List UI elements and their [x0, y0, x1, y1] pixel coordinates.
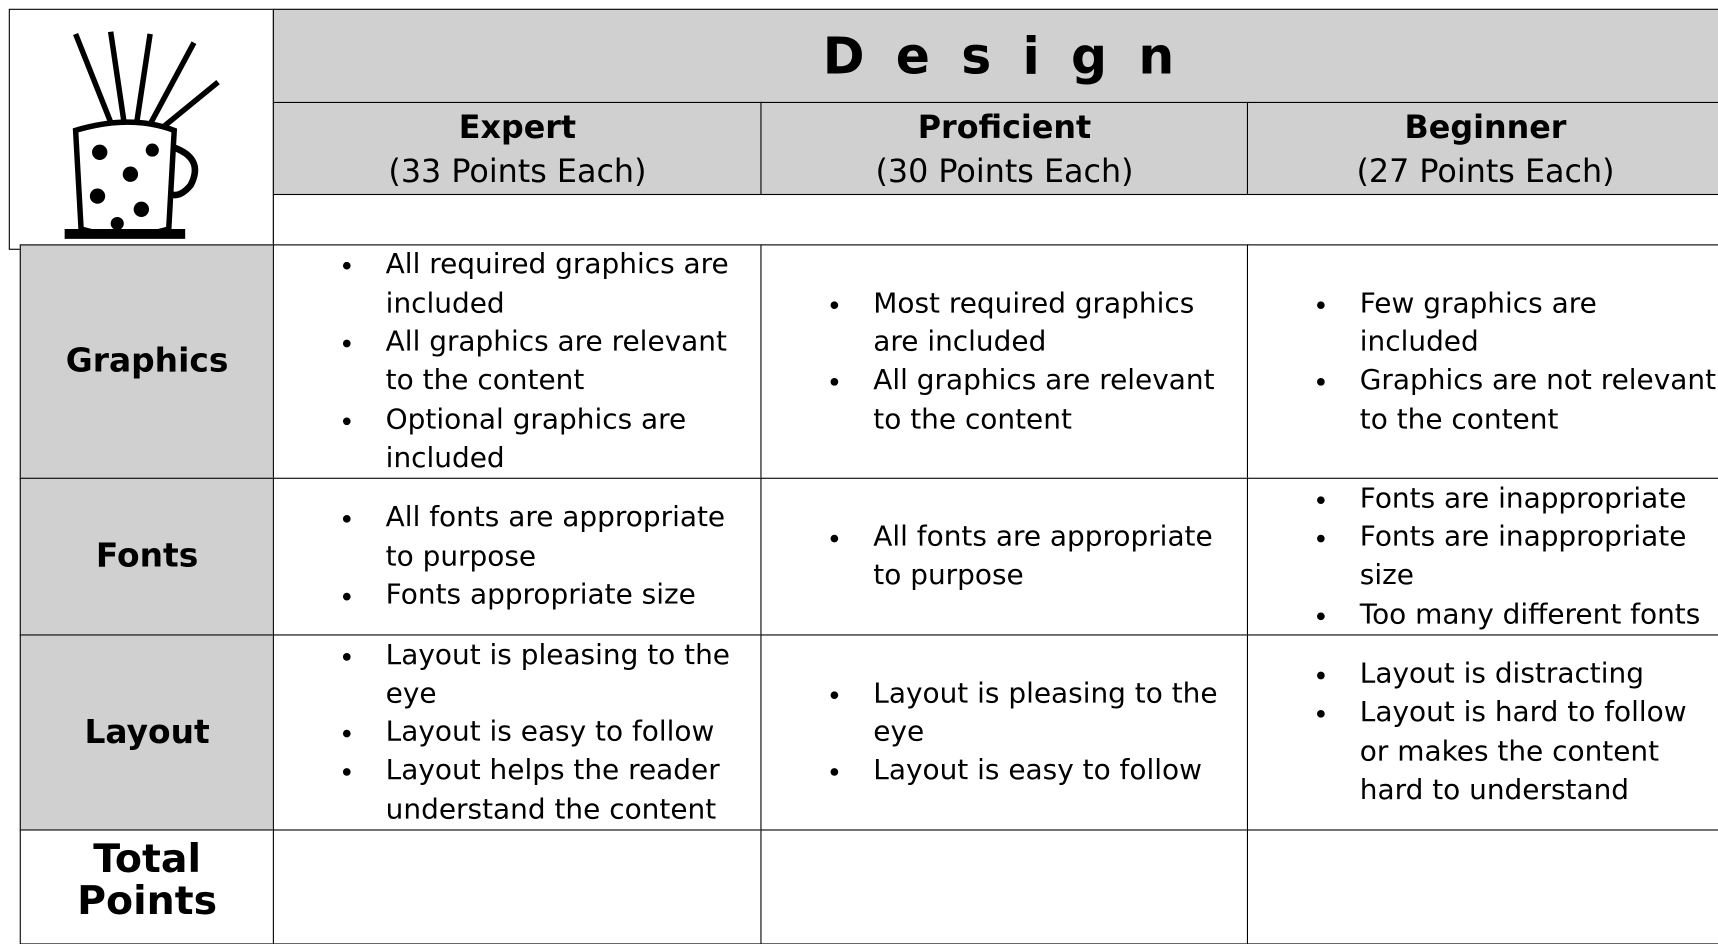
- row-label: Layout: [19, 634, 275, 832]
- criteria-list: Layout is pleasing to the eye Layout is e…: [762, 675, 1248, 791]
- criterion: All required graphics are included: [343, 246, 757, 323]
- criteria-list: All required graphics are included All gr…: [274, 246, 761, 478]
- total-label: Total Points: [19, 829, 275, 944]
- criteria-cell: Layout is distracting Layout is hard to f…: [1246, 634, 1718, 832]
- column-name: Beginner: [1404, 108, 1567, 146]
- column-points: (33 Points Each): [388, 152, 647, 190]
- row-label: Fonts: [19, 477, 275, 637]
- criterion: All fonts are appropriate to purpose: [830, 518, 1243, 595]
- criterion: Most required graphics are included: [830, 285, 1243, 362]
- criterion: All graphics are relevant to the content: [830, 362, 1243, 439]
- row-label: Graphics: [19, 244, 275, 480]
- criteria-cell: Most required graphics are included All g…: [760, 244, 1249, 480]
- criteria-list: Few graphics are included Graphics are no…: [1248, 285, 1718, 440]
- criterion: Graphics are not relevant to the content: [1317, 362, 1718, 439]
- criterion: Layout is pleasing to the eye: [343, 636, 757, 713]
- criterion: Too many different fonts: [1317, 596, 1718, 635]
- criterion: Few graphics are included: [1317, 285, 1718, 362]
- criteria-cell: All fonts are appropriate to purpose: [760, 477, 1249, 637]
- column-header: Expert (33 Points Each): [272, 101, 763, 196]
- total-cell: [1246, 829, 1718, 944]
- criterion: Fonts are inappropriate size: [1317, 518, 1718, 595]
- total-cell: [760, 829, 1249, 944]
- column-header: Beginner (27 Points Each): [1246, 101, 1718, 196]
- criterion: Layout is easy to follow: [343, 713, 757, 752]
- criterion: Layout is hard to follow or makes the co…: [1317, 694, 1718, 810]
- title: Design: [272, 8, 1718, 104]
- spacer-row: [272, 193, 1718, 246]
- criterion: Fonts appropriate size: [343, 576, 757, 615]
- criterion: Fonts are inappropriate: [1317, 480, 1718, 519]
- criterion: Layout is distracting: [1317, 655, 1718, 694]
- criteria-cell: Few graphics are included Graphics are no…: [1246, 244, 1718, 480]
- criterion: Layout is easy to follow: [830, 752, 1243, 791]
- criterion: All fonts are appropriate to purpose: [343, 499, 757, 576]
- column-points: (27 Points Each): [1356, 152, 1615, 190]
- criteria-cell: Layout is pleasing to the eye Layout is e…: [272, 634, 763, 832]
- total-cell: [272, 829, 763, 944]
- criterion: Layout is pleasing to the eye: [830, 675, 1243, 752]
- criteria-list: Most required graphics are included All g…: [762, 285, 1248, 440]
- criteria-cell: All required graphics are included All gr…: [272, 244, 763, 480]
- clipart-box: [8, 8, 274, 250]
- column-name: Expert: [458, 108, 577, 146]
- criteria-list: Fonts are inappropriate Fonts are inappro…: [1248, 480, 1718, 635]
- criteria-list: Layout is pleasing to the eye Layout is e…: [274, 636, 761, 829]
- criterion: Layout helps the reader understand the c…: [343, 752, 757, 829]
- criteria-cell: Fonts are inappropriate Fonts are inappro…: [1246, 477, 1718, 637]
- criteria-list: Layout is distracting Layout is hard to f…: [1248, 655, 1718, 810]
- criterion: Optional graphics are included: [343, 401, 757, 478]
- criteria-list: All fonts are appropriate to purpose: [762, 518, 1248, 595]
- column-points: (30 Points Each): [875, 152, 1134, 190]
- criteria-cell: Layout is pleasing to the eye Layout is e…: [760, 634, 1249, 832]
- criterion: All graphics are relevant to the content: [343, 323, 757, 400]
- column-header: Proficient (30 Points Each): [760, 101, 1249, 196]
- brush-cup-icon: [64, 31, 220, 239]
- criteria-list: All fonts are appropriate to purpose Font…: [274, 499, 761, 615]
- column-name: Proficient: [917, 108, 1092, 146]
- criteria-cell: All fonts are appropriate to purpose Font…: [272, 477, 763, 637]
